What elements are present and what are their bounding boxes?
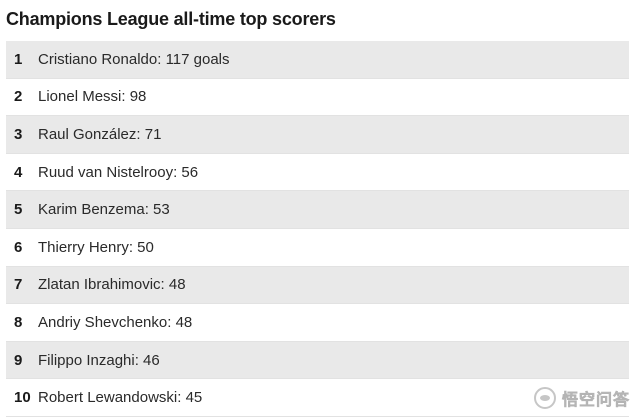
rank-number: 5	[14, 201, 23, 219]
scorer-entry: Karim Benzema: 53	[38, 201, 170, 219]
scorer-entry: Thierry Henry: 50	[38, 238, 154, 256]
rank-number: 10	[14, 389, 31, 407]
list-item: 6 Thierry Henry: 50	[6, 228, 629, 267]
rank-number: 4	[14, 163, 23, 181]
list-item: 10 Robert Lewandowski: 45	[6, 379, 629, 417]
scorers-list: 1 Cristiano Ronaldo: 117 goals 2 Lionel …	[6, 41, 629, 417]
rank-number: 8	[14, 313, 23, 331]
scorer-entry: Andriy Shevchenko: 48	[38, 313, 193, 331]
list-item: 1 Cristiano Ronaldo: 117 goals	[6, 41, 629, 79]
rank-number: 2	[14, 88, 23, 106]
list-item: 2 Lionel Messi: 98	[6, 78, 629, 117]
chat-bubble-icon	[533, 387, 556, 409]
list-item: 8 Andriy Shevchenko: 48	[6, 304, 629, 342]
rank-number: 3	[14, 125, 23, 143]
scorer-entry: Lionel Messi: 98	[38, 88, 147, 106]
scorer-entry: Zlatan Ibrahimovic: 48	[38, 276, 186, 294]
list-item: 9 Filippo Inzaghi: 46	[6, 341, 629, 380]
scorer-entry: Robert Lewandowski: 45	[38, 389, 203, 407]
list-item: 4 Ruud van Nistelrooy: 56	[6, 153, 629, 192]
watermark-text: 悟空问答	[561, 390, 630, 410]
scorer-entry: Cristiano Ronaldo: 117 goals	[38, 50, 230, 68]
watermark: 悟空问答	[533, 386, 630, 410]
list-item: 5 Karim Benzema: 53	[6, 191, 629, 229]
rank-number: 7	[14, 276, 23, 294]
page-title: Champions League all-time top scorers	[6, 9, 336, 29]
list-item: 7 Zlatan Ibrahimovic: 48	[6, 266, 629, 305]
scorer-entry: Ruud van Nistelrooy: 56	[38, 163, 199, 181]
rank-number: 9	[14, 351, 23, 369]
scorer-entry: Filippo Inzaghi: 46	[38, 351, 160, 369]
rank-number: 6	[14, 238, 23, 256]
scorer-entry: Raul González: 71	[38, 125, 162, 143]
rank-number: 1	[14, 50, 23, 68]
list-item: 3 Raul González: 71	[6, 116, 629, 154]
